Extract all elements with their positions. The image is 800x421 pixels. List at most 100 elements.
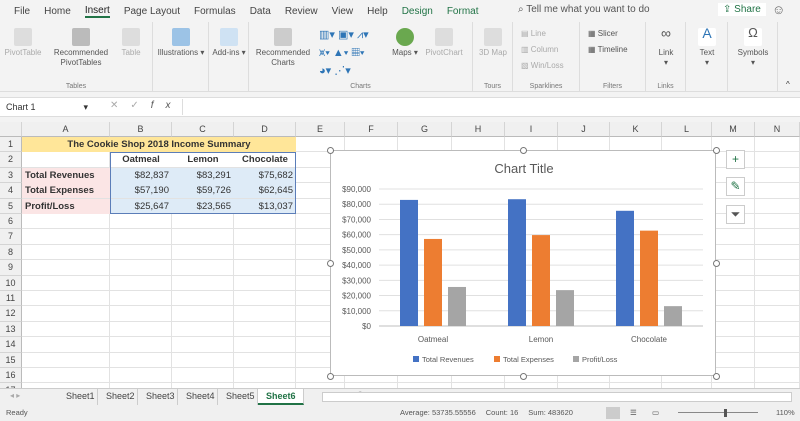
sheet-tab-sheet3[interactable]: Sheet3: [138, 389, 178, 405]
tab-design[interactable]: Design: [401, 5, 433, 17]
bar-total-revenues-oatmeal[interactable]: [400, 199, 418, 326]
row-header-12[interactable]: 12: [0, 306, 22, 322]
column-header-A[interactable]: A: [22, 122, 110, 137]
resize-handle[interactable]: [713, 260, 720, 267]
pivotchart-button[interactable]: PivotChart: [421, 28, 467, 58]
bar-total-expenses-oatmeal[interactable]: [424, 238, 442, 326]
tab-file[interactable]: File: [14, 5, 31, 17]
cell-header[interactable]: Chocolate: [234, 152, 296, 168]
resize-handle[interactable]: [520, 147, 527, 154]
cell-value[interactable]: $75,682: [234, 167, 296, 183]
row-header-3[interactable]: 3: [0, 167, 22, 184]
filter-buttons[interactable]: ▦ Slicer ▦ Timeline: [588, 29, 628, 54]
chart-type-buttons[interactable]: ▥▾ ▣▾ ⩘▾ ⩙▾ ▲▾ ▦▾ ◕▾ ⋰▾: [319, 29, 369, 77]
cell-value[interactable]: $82,837: [110, 167, 172, 183]
cell-value[interactable]: $57,190: [110, 183, 172, 199]
cell-row-label[interactable]: Total Revenues: [22, 167, 110, 183]
share-button[interactable]: ⇪ Share: [718, 3, 766, 16]
column-header-K[interactable]: K: [610, 122, 662, 137]
horizontal-scrollbar[interactable]: [322, 392, 792, 402]
column-header-E[interactable]: E: [296, 122, 345, 137]
maps-button[interactable]: Maps ▾: [391, 28, 419, 58]
row-header-1[interactable]: 1: [0, 137, 22, 153]
row-header-4[interactable]: 4: [0, 183, 22, 199]
cell-row-label[interactable]: Total Expenses: [22, 183, 110, 199]
row-header-9[interactable]: 9: [0, 260, 22, 276]
bar-profit-loss-lemon[interactable]: [556, 290, 574, 326]
sheet-tab-sheet1[interactable]: Sheet1: [58, 389, 98, 405]
page-layout-view-icon[interactable]: ☰: [630, 408, 637, 417]
column-header-D[interactable]: D: [234, 122, 296, 137]
bar-profit-loss-chocolate[interactable]: [664, 306, 682, 326]
tab-review[interactable]: Review: [284, 5, 318, 17]
bar-total-revenues-lemon[interactable]: [508, 199, 526, 326]
sheet-tab-sheet2[interactable]: Sheet2: [98, 389, 138, 405]
text-button[interactable]: A Text ▾: [698, 25, 716, 67]
column-header-I[interactable]: I: [505, 122, 558, 137]
cell-header[interactable]: Lemon: [172, 152, 234, 168]
bar-total-expenses-chocolate[interactable]: [640, 230, 658, 326]
page-break-view-icon[interactable]: ▭: [652, 408, 660, 417]
3d-map-button[interactable]: 3D Map: [475, 28, 511, 58]
table-button[interactable]: Table: [116, 28, 146, 58]
resize-handle[interactable]: [327, 373, 334, 380]
tab-help[interactable]: Help: [367, 5, 388, 17]
column-header-F[interactable]: F: [345, 122, 398, 137]
row-header-13[interactable]: 13: [0, 321, 22, 338]
row-header-8[interactable]: 8: [0, 244, 22, 261]
cell-title[interactable]: The Cookie Shop 2018 Income Summary: [22, 137, 296, 152]
chart-elements-button[interactable]: +: [726, 150, 745, 169]
row-header-10[interactable]: 10: [0, 275, 22, 291]
sheet-tab-sheet5[interactable]: Sheet5: [218, 389, 258, 405]
legend-entry[interactable]: Total Expenses: [503, 355, 554, 364]
bar-total-revenues-chocolate[interactable]: [616, 210, 634, 326]
column-header-H[interactable]: H: [452, 122, 505, 137]
search-box[interactable]: ⌕ Tell me what you want to do: [518, 4, 650, 15]
cell-row-label[interactable]: Profit/Loss: [22, 198, 110, 214]
pivottable-button[interactable]: PivotTable: [4, 28, 42, 58]
column-header-C[interactable]: C: [172, 122, 234, 137]
row-header-16[interactable]: 16: [0, 368, 22, 384]
name-box[interactable]: Chart 1 ▾: [6, 102, 88, 112]
select-all-corner[interactable]: [0, 122, 22, 137]
link-button[interactable]: ∞ Link ▾: [658, 25, 674, 67]
cell-value[interactable]: $59,726: [172, 183, 234, 199]
collapse-ribbon-icon[interactable]: ^: [786, 80, 790, 89]
zoom-slider[interactable]: [678, 412, 758, 413]
column-header-M[interactable]: M: [712, 122, 755, 137]
cell-value[interactable]: $23,565: [172, 198, 234, 214]
chart-filters-button[interactable]: ⏷: [726, 205, 745, 224]
row-header-6[interactable]: 6: [0, 214, 22, 230]
resize-handle[interactable]: [327, 147, 334, 154]
tab-view[interactable]: View: [331, 5, 354, 17]
row-header-15[interactable]: 15: [0, 352, 22, 368]
smiley-icon[interactable]: ☺: [772, 2, 786, 17]
illustrations-button[interactable]: Illustrations ▾: [155, 28, 207, 58]
resize-handle[interactable]: [327, 260, 334, 267]
column-header-L[interactable]: L: [662, 122, 712, 137]
addins-button[interactable]: Add-ins ▾: [211, 28, 247, 58]
sheet-tab-sheet4[interactable]: Sheet4: [178, 389, 218, 405]
tab-home[interactable]: Home: [44, 5, 71, 17]
chart[interactable]: Chart Title $0 $10,000 $20,000 $30,000 $40,00…: [327, 147, 720, 380]
legend-entry[interactable]: Profit/Loss: [582, 355, 618, 364]
tab-data[interactable]: Data: [249, 5, 271, 17]
tab-page-layout[interactable]: Page Layout: [123, 5, 180, 17]
zoom-slider-thumb[interactable]: [724, 409, 727, 417]
cell-value[interactable]: $25,647: [110, 198, 172, 214]
column-header-N[interactable]: N: [755, 122, 800, 137]
chart-styles-button[interactable]: ✎: [726, 177, 745, 196]
tab-format[interactable]: Format: [446, 5, 479, 17]
row-header-14[interactable]: 14: [0, 337, 22, 353]
chart-title[interactable]: Chart Title: [494, 161, 553, 176]
column-header-G[interactable]: G: [398, 122, 452, 137]
sheet-tab-sheet6[interactable]: Sheet6: [258, 389, 304, 405]
cell-header[interactable]: Oatmeal: [110, 152, 172, 168]
column-header-B[interactable]: B: [110, 122, 172, 137]
sheet-nav-arrows[interactable]: ◂ ▸: [10, 391, 21, 400]
column-header-J[interactable]: J: [558, 122, 610, 137]
bar-profit-loss-oatmeal[interactable]: [448, 286, 466, 326]
row-header-11[interactable]: 11: [0, 291, 22, 307]
normal-view-icon[interactable]: [606, 407, 620, 419]
legend-entry[interactable]: Total Revenues: [422, 355, 474, 364]
